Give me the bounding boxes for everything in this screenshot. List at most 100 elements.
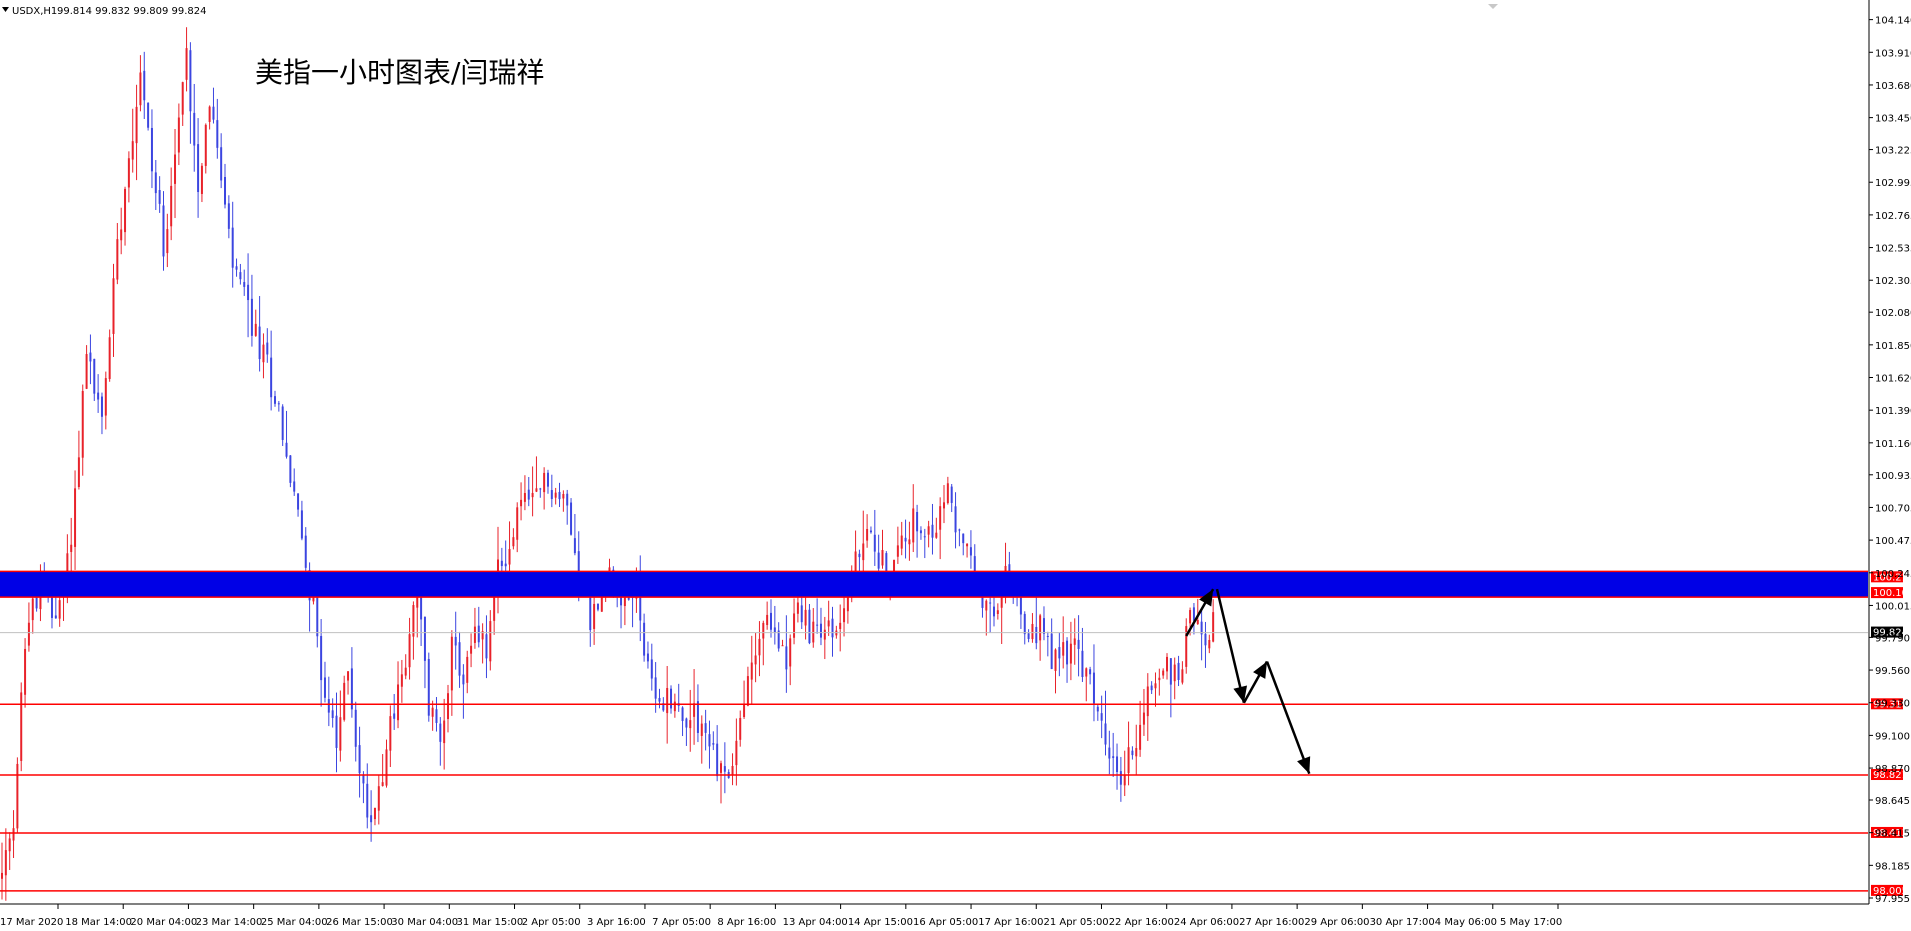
candle-body xyxy=(58,600,61,619)
candle-body xyxy=(1177,662,1180,680)
candle-body xyxy=(1046,636,1049,638)
candle-body xyxy=(946,483,949,504)
candle-body xyxy=(158,190,161,204)
level-label: 100.213 xyxy=(1873,572,1911,583)
candle-body xyxy=(1131,750,1134,756)
time-tick-label: 14 Apr 15:00 xyxy=(848,917,913,928)
candle-body xyxy=(1162,670,1165,676)
candle-body xyxy=(1089,669,1092,675)
candle-body xyxy=(900,535,903,549)
candle-body xyxy=(1169,658,1172,685)
candle-body xyxy=(546,472,549,487)
candle-body xyxy=(693,703,696,717)
candle-body xyxy=(646,653,649,662)
price-tick-label: 104.140 xyxy=(1875,16,1911,27)
candle-body xyxy=(846,596,849,612)
candle-body xyxy=(704,723,707,733)
price-tick-label: 98.645 xyxy=(1875,796,1910,807)
candle-body xyxy=(781,645,784,647)
candle-body xyxy=(1127,747,1130,774)
candle-body xyxy=(289,455,292,483)
candle-body xyxy=(166,229,169,254)
candle-body xyxy=(447,693,450,720)
forecast-arrow-shaft xyxy=(1215,588,1246,704)
time-tick-label: 22 Apr 16:00 xyxy=(1109,917,1174,928)
candle-body xyxy=(908,539,911,545)
candle-body xyxy=(716,743,719,777)
candle-body xyxy=(439,723,442,742)
candle-body xyxy=(116,239,119,280)
candle-body xyxy=(431,707,434,717)
price-tick-label: 103.680 xyxy=(1875,81,1911,92)
candle-body xyxy=(1166,656,1169,672)
candle-body xyxy=(150,127,153,172)
symbol-dropdown-icon[interactable] xyxy=(2,7,9,12)
candle-body xyxy=(800,605,803,623)
candle-body xyxy=(408,634,411,668)
candle-body xyxy=(343,682,346,720)
price-tick-label: 99.790 xyxy=(1875,633,1910,644)
time-tick-label: 16 Apr 05:00 xyxy=(913,917,978,928)
candle-body xyxy=(866,528,869,541)
candle-body xyxy=(16,763,19,829)
candle-body xyxy=(1181,669,1184,683)
candle-body xyxy=(243,282,246,287)
candle-body xyxy=(554,492,557,498)
candle-body xyxy=(885,553,888,578)
candle-body xyxy=(927,526,930,535)
price-tick-label: 101.160 xyxy=(1875,439,1911,450)
candle-body xyxy=(912,508,915,543)
candle-body xyxy=(216,120,219,148)
level-label-bg xyxy=(1871,698,1903,710)
candle-body xyxy=(854,551,857,578)
candle-body xyxy=(477,625,480,643)
time-tick-label: 30 Apr 17:00 xyxy=(1370,917,1435,928)
candle-body xyxy=(320,636,323,681)
candle-body xyxy=(1092,672,1095,704)
candle-body xyxy=(969,547,972,556)
candle-body xyxy=(335,715,338,748)
candle-body xyxy=(427,658,430,716)
candle-body xyxy=(762,622,765,639)
candle-body xyxy=(366,783,369,818)
time-tick-label: 3 Apr 16:00 xyxy=(587,917,646,928)
candle-body xyxy=(127,158,130,188)
candle-body xyxy=(1135,748,1138,757)
candle-body xyxy=(839,622,842,629)
candle-body xyxy=(93,358,96,394)
candle-body xyxy=(1119,771,1122,785)
candle-body xyxy=(962,533,965,544)
price-tick-label: 98.415 xyxy=(1875,829,1910,840)
candle-body xyxy=(1142,712,1145,725)
forecast-arrowhead xyxy=(1297,756,1311,774)
candle-body xyxy=(785,646,788,670)
candle-body xyxy=(185,48,188,80)
price-tick-label: 100.935 xyxy=(1875,471,1911,482)
candle-body xyxy=(985,600,988,611)
candle-body xyxy=(954,506,957,533)
candle-body xyxy=(696,701,699,733)
candle-body xyxy=(881,550,884,566)
candle-body xyxy=(254,323,257,336)
candle-body xyxy=(1154,683,1157,689)
candle-body xyxy=(1116,756,1119,773)
candle-body xyxy=(1008,564,1011,576)
candle-body xyxy=(416,590,419,608)
price-tick-label: 100.475 xyxy=(1875,536,1911,547)
candle-body xyxy=(247,284,250,301)
candle-body xyxy=(381,782,384,786)
candle-body xyxy=(362,774,365,784)
price-tick-label: 99.560 xyxy=(1875,666,1910,677)
forecast-arrows xyxy=(1185,588,1311,775)
candle-body xyxy=(673,701,676,712)
candle-body xyxy=(966,543,969,547)
candle-body xyxy=(1062,642,1065,656)
candle-body xyxy=(869,530,872,533)
candle-body xyxy=(992,606,995,617)
level-label: 98.413 xyxy=(1873,828,1908,839)
candle-body xyxy=(204,124,207,166)
level-label: 100.102 xyxy=(1873,588,1911,599)
candle-body xyxy=(754,655,757,665)
candle-body xyxy=(658,697,661,702)
